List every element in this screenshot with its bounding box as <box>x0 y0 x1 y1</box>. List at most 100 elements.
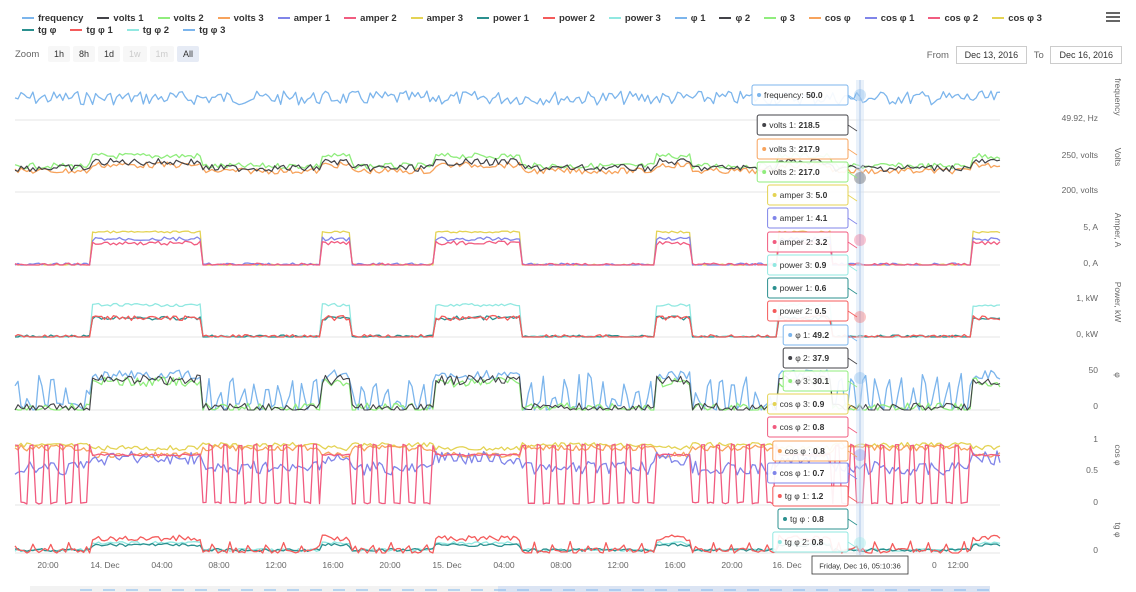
tooltip-7: amper 2: 3.2 <box>767 231 858 253</box>
legend-item[interactable]: tg φ 3 <box>183 25 225 37</box>
tooltip-10: power 2: 0.5 <box>767 300 858 322</box>
legend-item[interactable]: power 2 <box>542 13 595 25</box>
legend-item[interactable]: volts 2 <box>157 13 204 25</box>
tooltip-value: 217.9 <box>799 144 821 154</box>
legend-item[interactable]: cos φ <box>808 13 851 25</box>
tooltip-series-name: cos φ <box>785 446 808 456</box>
tooltip-text: amper 3: 5.0 <box>780 190 828 200</box>
legend-swatch <box>477 17 490 20</box>
tooltip-series-name: cos φ 3 <box>780 399 808 409</box>
legend-item[interactable]: volts 1 <box>97 13 144 25</box>
legend-item[interactable]: amper 1 <box>277 13 330 25</box>
legend-item[interactable]: tg φ 1 <box>70 25 113 37</box>
tooltip-connector <box>847 403 858 411</box>
tooltip-text: cos φ : 0.8 <box>785 446 825 456</box>
tooltip-separator: : <box>808 330 813 340</box>
legend-item[interactable]: tg φ 2 <box>126 25 169 37</box>
x-tick-label: 08:00 <box>208 560 230 570</box>
zoom-button[interactable]: 1h <box>47 46 70 62</box>
tooltip-separator: : <box>808 468 813 478</box>
tooltip-dot <box>772 286 777 290</box>
tooltip-dot <box>772 263 777 267</box>
tooltip-separator: : <box>794 120 799 130</box>
legend-label: volts 1 <box>113 13 144 24</box>
series-line-volts-2 <box>14 152 1001 170</box>
tooltip-dot <box>762 147 767 151</box>
x-tick-label: 15. Dec <box>432 560 462 570</box>
tooltip-text: φ 2: 37.9 <box>795 353 829 363</box>
tooltip-separator: : <box>808 399 813 409</box>
tooltip-dot <box>777 449 782 453</box>
from-date-input[interactable]: Dec 13, 2016 <box>955 46 1028 64</box>
zoom-selector: Zoom 1h 8h 1d 1w 1m All <box>15 46 202 62</box>
tooltip-value: 0.8 <box>812 514 824 524</box>
legend-item[interactable]: φ 2 <box>719 13 750 25</box>
tooltip-dot <box>772 193 777 197</box>
tooltip-value: 217.0 <box>799 167 821 177</box>
tooltip-connector <box>847 124 858 132</box>
tooltip-text: cos φ 3: 0.9 <box>780 399 825 409</box>
zoom-button[interactable]: 1d <box>97 46 120 62</box>
legend-item[interactable]: cos φ 2 <box>928 13 978 25</box>
tooltip-text: φ 1: 49.2 <box>795 330 829 340</box>
tooltip-2: volts 1: 218.5 <box>756 114 858 136</box>
x-tick-label: 16. Dec <box>772 560 802 570</box>
legend-swatch <box>277 17 290 20</box>
legend-item[interactable]: φ 1 <box>674 13 705 25</box>
tooltip-series-name: tg φ <box>790 514 807 524</box>
to-date-input[interactable]: Dec 16, 2016 <box>1050 46 1122 64</box>
legend-item[interactable]: cos φ 3 <box>992 13 1042 25</box>
tooltip-separator: : <box>810 283 815 293</box>
tooltip-separator: : <box>808 422 813 432</box>
tooltip-series-name: amper 3 <box>780 190 811 200</box>
tooltip-value: 0.8 <box>813 446 825 456</box>
zoom-button[interactable]: 8h <box>72 46 95 62</box>
legend-item[interactable]: φ 3 <box>764 13 795 25</box>
tooltip-dot <box>762 170 767 174</box>
legend-swatch <box>992 17 1005 20</box>
crosshair-x-label-box <box>811 555 909 575</box>
legend-item[interactable]: frequency <box>22 13 83 25</box>
tooltip-text: tg φ : 0.8 <box>790 514 824 524</box>
tooltip-series-name: amper 1 <box>780 213 811 223</box>
tooltip-8: power 3: 0.9 <box>767 254 858 276</box>
legend-item[interactable]: tg φ <box>22 25 56 37</box>
legend-item[interactable]: amper 3 <box>410 13 463 25</box>
legend-item[interactable]: power 3 <box>608 13 661 25</box>
legend-item[interactable]: power 1 <box>477 13 529 25</box>
tooltip-separator: : <box>794 167 799 177</box>
tooltip-text: power 2: 0.5 <box>780 306 827 316</box>
zoom-button[interactable]: All <box>177 46 200 62</box>
tooltip-series-name: tg φ 1 <box>785 491 807 501</box>
tooltip-value: 0.7 <box>813 468 825 478</box>
legend-label: tg φ 3 <box>199 25 226 36</box>
legend-swatch <box>719 17 732 20</box>
legend-item[interactable]: amper 2 <box>344 13 397 25</box>
tooltip-dot <box>783 517 787 521</box>
tooltip-value: 4.1 <box>816 213 828 223</box>
tooltip-text: amper 1: 4.1 <box>780 213 828 223</box>
tooltip-connector <box>847 495 858 503</box>
y-tick-label: 0.5 <box>1086 465 1098 475</box>
legend-swatch <box>70 29 83 32</box>
tooltip-6: amper 1: 4.1 <box>767 207 858 229</box>
tooltip-connector <box>847 171 858 179</box>
legend-item[interactable]: volts 3 <box>217 13 264 25</box>
tooltip-connector <box>847 310 858 318</box>
tooltip-series-name: volts 2 <box>769 167 794 177</box>
pane-title: Volts <box>1113 148 1123 166</box>
tooltip-separator: : <box>801 90 806 100</box>
hamburger-menu-icon[interactable] <box>1106 12 1120 24</box>
tooltip-19: tg φ : 0.8 <box>777 508 858 530</box>
tooltip-separator: : <box>808 353 813 363</box>
x-tick-label-partial: 0 <box>932 560 937 570</box>
legend-swatch <box>764 17 777 20</box>
legend-item[interactable]: cos φ 1 <box>864 13 914 25</box>
pane-title: Amper, A <box>1113 213 1123 248</box>
y-tick-label: 1 <box>1093 434 1098 444</box>
legend-label: tg φ 1 <box>86 25 113 36</box>
series-line-phi-3 <box>14 376 1001 411</box>
tooltip-connector <box>847 194 858 202</box>
pane-title: tg φ <box>1113 523 1123 538</box>
